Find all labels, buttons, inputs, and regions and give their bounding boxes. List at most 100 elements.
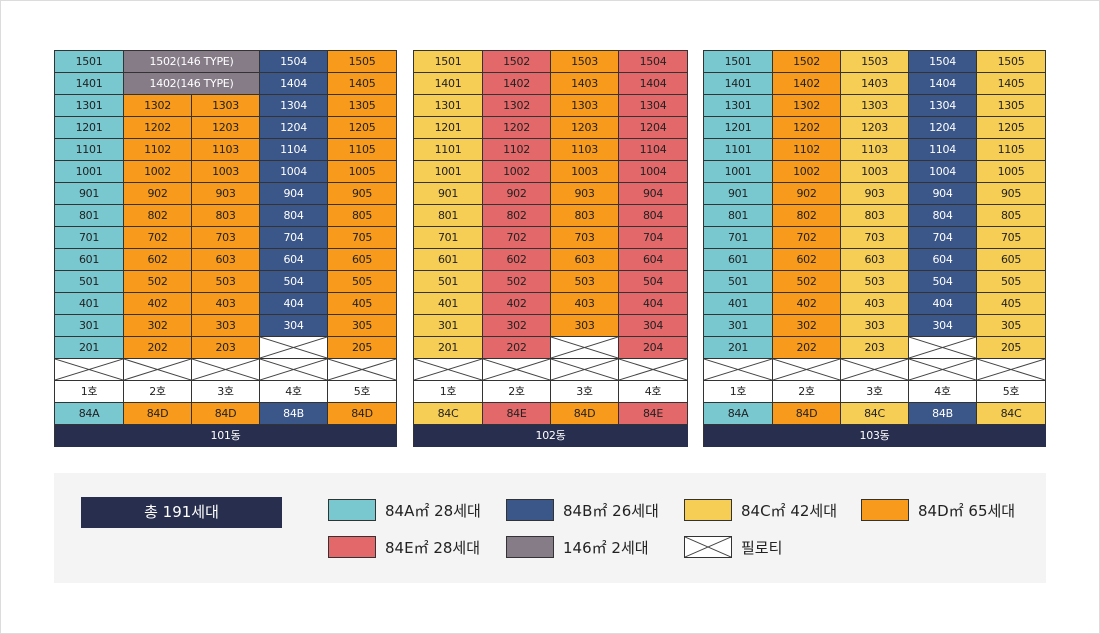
unit-cell: 203 xyxy=(192,337,260,359)
piloti-cell xyxy=(55,359,124,381)
legend-label: 필로티 xyxy=(741,538,783,557)
unit-cell: 401 xyxy=(704,293,773,315)
unit-cell: 604 xyxy=(909,249,977,271)
unit-cell: 1503 xyxy=(841,51,909,73)
unit-type-cell: 84E xyxy=(619,403,688,425)
unit-cell: 303 xyxy=(192,315,260,337)
unit-cell: 1305 xyxy=(328,95,397,117)
unit-cell: 301 xyxy=(704,315,773,337)
unit-grid: 1501 1502(146 TYPE) 1504 1505 1401 1402(146 T… xyxy=(54,50,397,447)
unit-cell: 202 xyxy=(124,337,192,359)
unit-cell: 703 xyxy=(551,227,619,249)
unit-cell: 804 xyxy=(619,205,688,227)
unit-cell: 1503 xyxy=(551,51,619,73)
legend-item-84a: 84A㎡ 28세대 xyxy=(328,498,481,522)
unit-cell: 402 xyxy=(483,293,551,315)
unit-cell: 1104 xyxy=(619,139,688,161)
piloti-cell xyxy=(619,359,688,381)
unit-cell: 803 xyxy=(551,205,619,227)
unit-cell: 502 xyxy=(483,271,551,293)
unit-cell: 1401 xyxy=(414,73,483,95)
unit-cell: 1203 xyxy=(841,117,909,139)
unit-cell: 1301 xyxy=(414,95,483,117)
unit-cell: 1104 xyxy=(909,139,977,161)
piloti-cell xyxy=(551,359,619,381)
unit-cell: 804 xyxy=(909,205,977,227)
unit-cell: 605 xyxy=(328,249,397,271)
unit-cell: 803 xyxy=(192,205,260,227)
unit-cell: 1001 xyxy=(55,161,124,183)
legend-swatch xyxy=(684,499,732,521)
unit-cell: 905 xyxy=(977,183,1046,205)
unit-cell: 801 xyxy=(414,205,483,227)
unit-cell: 201 xyxy=(55,337,124,359)
unit-cell: 1101 xyxy=(414,139,483,161)
unit-cell: 603 xyxy=(551,249,619,271)
legend-item-84c: 84C㎡ 42세대 xyxy=(684,498,837,522)
piloti-cell xyxy=(414,359,483,381)
unit-cell: 1201 xyxy=(414,117,483,139)
unit-cell: 1304 xyxy=(619,95,688,117)
unit-type-cell: 84A xyxy=(55,403,124,425)
unit-cell: 702 xyxy=(483,227,551,249)
unit-cell: 1404 xyxy=(619,73,688,95)
unit-cell: 1301 xyxy=(55,95,124,117)
unit-cell: 501 xyxy=(55,271,124,293)
unit-type-cell: 84A xyxy=(704,403,773,425)
unit-number-header: 4호 xyxy=(619,381,688,403)
legend-swatch xyxy=(861,499,909,521)
unit-number-header: 3호 xyxy=(551,381,619,403)
unit-cell: 904 xyxy=(909,183,977,205)
unit-cell: 1303 xyxy=(841,95,909,117)
unit-cell: 1502 xyxy=(773,51,841,73)
unit-cell: 603 xyxy=(841,249,909,271)
unit-cell: 904 xyxy=(619,183,688,205)
piloti-cell xyxy=(909,359,977,381)
unit-cell: 905 xyxy=(328,183,397,205)
unit-cell: 1203 xyxy=(551,117,619,139)
unit-cell: 405 xyxy=(328,293,397,315)
unit-number-header: 1호 xyxy=(414,381,483,403)
unit-cell: 303 xyxy=(841,315,909,337)
unit-cell: 802 xyxy=(773,205,841,227)
unit-cell: 304 xyxy=(909,315,977,337)
legend-item-84d: 84D㎡ 65세대 xyxy=(861,498,1015,522)
unit-cell: 1201 xyxy=(704,117,773,139)
unit-cell: 601 xyxy=(55,249,124,271)
unit-cell: 304 xyxy=(260,315,328,337)
piloti-cell xyxy=(192,359,260,381)
unit-cell: 903 xyxy=(192,183,260,205)
unit-cell: 1205 xyxy=(977,117,1046,139)
unit-number-header: 3호 xyxy=(841,381,909,403)
unit-cell: 702 xyxy=(124,227,192,249)
legend-swatch xyxy=(506,536,554,558)
unit-cell: 401 xyxy=(414,293,483,315)
unit-cell: 1401 xyxy=(55,73,124,95)
unit-cell: 202 xyxy=(483,337,551,359)
unit-cell: 1501 xyxy=(414,51,483,73)
unit-cell: 601 xyxy=(414,249,483,271)
unit-cell: 1104 xyxy=(260,139,328,161)
piloti-cell xyxy=(483,359,551,381)
unit-cell: 404 xyxy=(619,293,688,315)
unit-cell: 802 xyxy=(124,205,192,227)
unit-cell: 404 xyxy=(260,293,328,315)
unit-cell: 902 xyxy=(124,183,192,205)
unit-cell: 204 xyxy=(619,337,688,359)
unit-number-header: 2호 xyxy=(483,381,551,403)
unit-cell: 1502 xyxy=(483,51,551,73)
legend-item-146: 146㎡ 2세대 xyxy=(506,535,649,559)
unit-cell: 1003 xyxy=(841,161,909,183)
unit-cell: 603 xyxy=(192,249,260,271)
unit-cell: 1303 xyxy=(192,95,260,117)
legend-item-84b: 84B㎡ 26세대 xyxy=(506,498,659,522)
unit-number-header: 5호 xyxy=(977,381,1046,403)
unit-number-header: 1호 xyxy=(704,381,773,403)
unit-number-header: 5호 xyxy=(328,381,397,403)
unit-cell: 205 xyxy=(977,337,1046,359)
unit-type-cell: 84D xyxy=(192,403,260,425)
unit-cell: 1005 xyxy=(328,161,397,183)
piloti-cell xyxy=(704,359,773,381)
unit-cell: 402 xyxy=(124,293,192,315)
unit-type-cell: 84D xyxy=(773,403,841,425)
